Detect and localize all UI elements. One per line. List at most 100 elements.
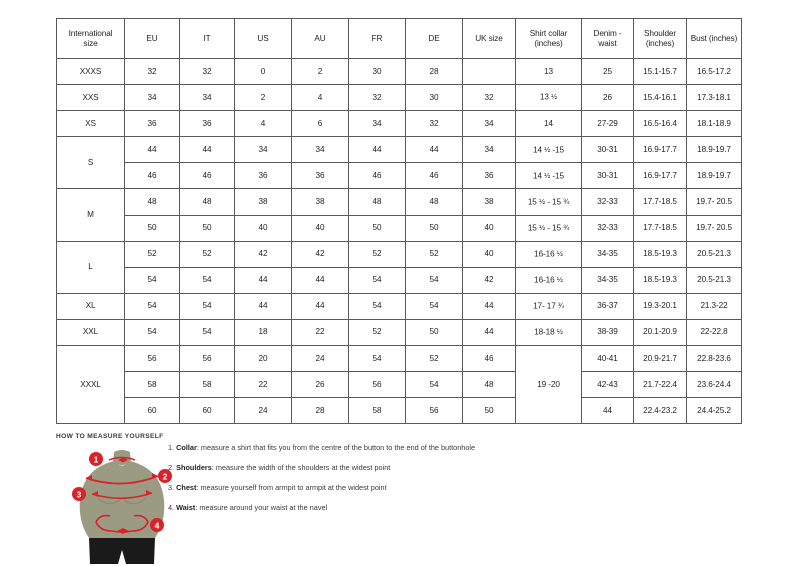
table-row: L 52 52 42 42 52 52 40 16-16 ½ 34-35 18.5-19.3 20.5… [56, 240, 742, 294]
cell-bust: 16.5-17.2 [686, 57, 742, 86]
cell-shirt-collar: 14 ½ -15 [515, 136, 582, 164]
cell-au: 40 [291, 214, 349, 242]
col-header-international-size: International size [56, 18, 125, 59]
cell-uk: 44 [462, 318, 516, 347]
marker-2-label: 2 [163, 471, 168, 481]
header-line: International [68, 28, 113, 38]
cell-de: 28 [405, 57, 463, 86]
step-keyword: Shoulders [176, 462, 212, 472]
table-row: 46 46 36 36 46 46 36 14 ½ -15 30-31 16.9-17.7 18.9… [57, 162, 742, 190]
cell-uk: 32 [462, 84, 516, 112]
cell-denim: 25 [581, 57, 634, 86]
cell-eu: 54 [124, 292, 180, 320]
cell-au: 34 [291, 136, 349, 164]
cell-it: 52 [179, 240, 235, 268]
cell-international-size: S [56, 136, 125, 190]
torso-illustration-svg: 1 2 3 4 [72, 450, 172, 564]
step-number: 2. [168, 462, 175, 472]
cell-it: 60 [179, 397, 235, 425]
cell-uk: 48 [462, 371, 516, 399]
cell-eu: 54 [124, 318, 180, 347]
cell-denim: 40-41 [581, 345, 634, 373]
cell-shoulder: 15.1-15.7 [633, 57, 687, 86]
how-to-measure-section: HOW TO MEASURE YOURSELF [0, 424, 787, 566]
cell-fr: 30 [348, 57, 406, 86]
cell-fr: 54 [348, 345, 406, 373]
cell-denim: 34-35 [581, 240, 634, 268]
cell-uk: 50 [462, 397, 516, 425]
cell-it: 56 [179, 345, 235, 373]
size-table-container: International size EU IT US AU FR DE UK … [56, 18, 742, 425]
header-line: Denim - [593, 28, 622, 38]
cell-de: 44 [405, 136, 463, 164]
cell-au: 24 [291, 345, 349, 373]
cell-fr: 52 [348, 240, 406, 268]
cell-uk: 44 [462, 292, 516, 320]
col-header-uk-size: UK size [462, 18, 516, 59]
cell-eu: 34 [124, 84, 180, 112]
measurement-step: 1. Collar: measure a shirt that fits you… [168, 444, 728, 451]
cell-uk: 42 [462, 266, 516, 294]
cell-uk: 34 [462, 110, 516, 138]
cell-denim: 30-31 [581, 136, 634, 164]
table-row: XXXS 32 32 0 2 30 28 13 25 15.1-15.7 16.5-17.2 [56, 57, 742, 86]
cell-shirt-collar: 18-18 ½ [515, 318, 582, 347]
cell-denim: 36-37 [581, 292, 634, 320]
cell-bust: 22.8-23.6 [686, 345, 742, 373]
cell-denim: 30-31 [581, 162, 634, 190]
cell-eu: 58 [124, 371, 180, 399]
cell-fr: 46 [348, 162, 406, 190]
cell-it: 54 [179, 292, 235, 320]
cell-shirt-collar: 16-16 ½ [515, 266, 582, 294]
cell-shirt-collar: 19 -20 [515, 345, 582, 425]
cell-shoulder: 16.5-16.4 [633, 110, 687, 138]
cell-us: 44 [234, 266, 292, 294]
cell-bust: 20.5-21.3 [686, 266, 742, 294]
cell-us: 20 [234, 345, 292, 373]
table-row: 60 60 24 28 58 56 50 44 22.4-23.2 24.4-25.2 [57, 397, 742, 425]
cell-shoulder: 17.7-18.5 [633, 188, 687, 216]
cell-it: 54 [179, 266, 235, 294]
cell-au: 26 [291, 371, 349, 399]
measurement-steps-list: 1. Collar: measure a shirt that fits you… [168, 444, 728, 524]
measurement-step: 3. Chest: measure yourself from armpit t… [168, 484, 728, 491]
measurement-step: 2. Shoulders: measure the width of the s… [168, 464, 728, 471]
table-row: XXS 34 34 2 4 32 30 32 13 ½ 26 15.4-16.1 17.3-18.1 [56, 84, 742, 112]
cell-shirt-collar: 14 ½ -15 [515, 162, 582, 190]
cell-fr: 50 [348, 214, 406, 242]
shorts-shape [89, 538, 155, 564]
cell-it: 44 [179, 136, 235, 164]
header-row: International size EU IT US AU FR DE UK … [56, 18, 742, 59]
cell-us: 2 [234, 84, 292, 112]
table-row: 54 54 44 44 54 54 42 16-16 ½ 34-35 18.5-19.3 20.5-… [57, 266, 742, 294]
col-header-fr: FR [348, 18, 406, 59]
cell-de: 46 [405, 162, 463, 190]
cell-de: 54 [405, 292, 463, 320]
table-row: XXXL 56 56 20 24 54 52 46 19 -20 40-41 20.9-21.7 22… [56, 345, 742, 425]
figure-marker-4: 4 [150, 518, 164, 532]
cell-us: 40 [234, 214, 292, 242]
cell-international-size: M [56, 188, 125, 242]
step-number: 3. [168, 482, 175, 492]
chest-arrow-right [146, 490, 152, 496]
cell-denim: 34-35 [581, 266, 634, 294]
cell-us: 34 [234, 136, 292, 164]
cell-fr: 48 [348, 188, 406, 216]
col-header-shirt-collar: Shirt collar (inches) [515, 18, 582, 59]
cell-bust: 17.3-18.1 [686, 84, 742, 112]
cell-bust: 19.7- 20.5 [686, 188, 742, 216]
col-header-us: US [234, 18, 292, 59]
cell-international-size: L [56, 240, 125, 294]
cell-au: 44 [291, 292, 349, 320]
cell-fr: 56 [348, 371, 406, 399]
cell-fr: 52 [348, 318, 406, 347]
cell-it: 54 [179, 318, 235, 347]
cell-international-size: XXXL [56, 345, 125, 425]
cell-us: 22 [234, 371, 292, 399]
waist-arrow-right [123, 528, 129, 534]
cell-us: 0 [234, 57, 292, 86]
cell-international-size: XL [56, 292, 125, 320]
cell-fr: 54 [348, 266, 406, 294]
collar-tape [108, 456, 136, 461]
cell-denim: 32-33 [581, 188, 634, 216]
